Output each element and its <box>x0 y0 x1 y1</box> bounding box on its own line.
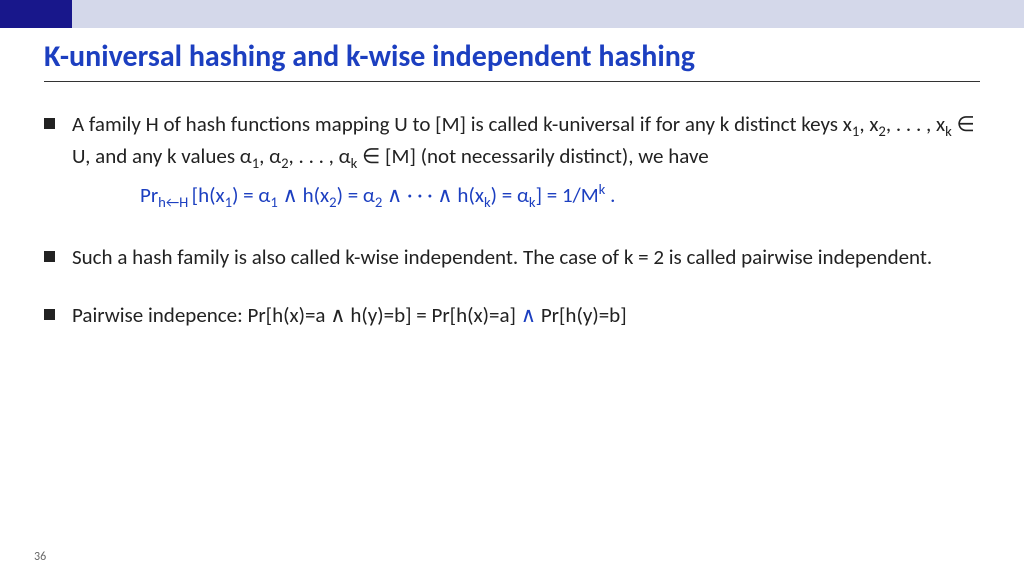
slide-content: K-universal hashing and k-wise independe… <box>0 28 1024 330</box>
page-number: 36 <box>34 550 46 564</box>
bullet-item: Pairwise indepence: Pr[h(x)=a ∧ h(y)=b] … <box>44 301 980 329</box>
slide-title: K-universal hashing and k-wise independe… <box>44 38 980 75</box>
title-rule <box>44 81 980 82</box>
topbar-accent <box>0 0 72 28</box>
bullet-text: A family H of hash functions mapping U t… <box>72 111 975 169</box>
topbar <box>0 0 1024 28</box>
bullet-item: Such a hash family is also called k-wise… <box>44 243 980 271</box>
bullet-item: A family H of hash functions mapping U t… <box>44 110 980 213</box>
formula: Prh←H [h(x1) = α1 ∧ h(x2) = α2 ∧ · · · ∧… <box>72 180 980 213</box>
bullet-list: A family H of hash functions mapping U t… <box>44 110 980 330</box>
bullet-text: Such a hash family is also called k-wise… <box>72 244 932 270</box>
bullet-text: Pairwise indepence: Pr[h(x)=a ∧ h(y)=b] … <box>72 302 627 328</box>
